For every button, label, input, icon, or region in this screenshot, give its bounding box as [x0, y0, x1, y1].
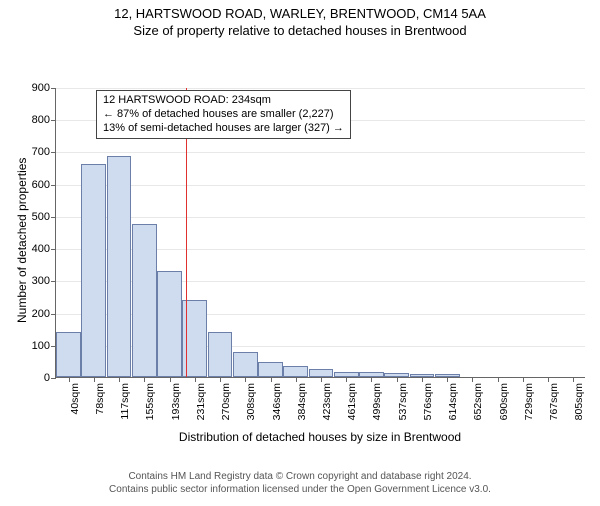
ytick-label: 100	[32, 340, 56, 352]
xtick-label: 117sqm	[119, 383, 131, 420]
xtick-mark	[422, 377, 423, 382]
xtick-label: 40sqm	[69, 383, 81, 415]
xtick-mark	[498, 377, 499, 382]
xtick-mark	[371, 377, 372, 382]
xtick-mark	[170, 377, 171, 382]
histogram-bar	[157, 271, 182, 377]
xtick-mark	[144, 377, 145, 382]
xtick-mark	[94, 377, 95, 382]
xtick-mark	[119, 377, 120, 382]
xtick-label: 270sqm	[220, 383, 232, 420]
histogram-bar	[309, 369, 334, 377]
ytick-label: 400	[32, 243, 56, 255]
xtick-mark	[296, 377, 297, 382]
histogram-bar	[132, 224, 157, 377]
plot-area: 010020030040050060070080090040sqm78sqm11…	[55, 88, 585, 378]
gridline	[56, 88, 585, 89]
xtick-mark	[271, 377, 272, 382]
page-title-line1: 12, HARTSWOOD ROAD, WARLEY, BRENTWOOD, C…	[0, 6, 600, 21]
xtick-mark	[69, 377, 70, 382]
xtick-mark	[573, 377, 574, 382]
histogram-bar	[56, 332, 81, 377]
xtick-mark	[472, 377, 473, 382]
gridline	[56, 185, 585, 186]
xtick-label: 499sqm	[371, 383, 383, 420]
xtick-label: 193sqm	[170, 383, 182, 420]
xtick-label: 652sqm	[472, 383, 484, 420]
xtick-mark	[447, 377, 448, 382]
footer-line1: Contains HM Land Registry data © Crown c…	[0, 471, 600, 484]
xtick-label: 423sqm	[321, 383, 333, 420]
xtick-mark	[220, 377, 221, 382]
annotation-line3: 13% of semi-detached houses are larger (…	[103, 122, 344, 136]
xtick-label: 155sqm	[144, 383, 156, 420]
xtick-label: 690sqm	[498, 383, 510, 420]
histogram-chart: 0 100 200 300 400 500 600 700 800 900 40sqm 78sqm 11…	[0, 38, 600, 448]
histogram-bar	[107, 156, 132, 377]
ytick-label: 800	[32, 114, 56, 126]
histogram-bar	[81, 164, 106, 377]
xtick-mark	[397, 377, 398, 382]
ytick-label: 500	[32, 211, 56, 223]
annotation-box: 12 HARTSWOOD ROAD: 234sqm← 87% of detach…	[96, 90, 351, 139]
xtick-mark	[321, 377, 322, 382]
xtick-label: 767sqm	[548, 383, 560, 420]
xtick-mark	[195, 377, 196, 382]
xtick-label: 308sqm	[245, 383, 257, 420]
histogram-bar	[208, 332, 233, 377]
x-axis-title: Distribution of detached houses by size …	[55, 430, 585, 444]
annotation-line2: ← 87% of detached houses are smaller (2,…	[103, 108, 344, 122]
page-title-line2: Size of property relative to detached ho…	[0, 23, 600, 38]
histogram-bar	[283, 366, 308, 377]
xtick-mark	[346, 377, 347, 382]
footer-line2: Contains public sector information licen…	[0, 484, 600, 497]
gridline	[56, 217, 585, 218]
xtick-label: 346sqm	[271, 383, 283, 420]
ytick-label: 0	[44, 372, 56, 384]
xtick-label: 729sqm	[523, 383, 535, 420]
footer-attribution: Contains HM Land Registry data © Crown c…	[0, 471, 600, 496]
ytick-label: 700	[32, 146, 56, 158]
xtick-label: 614sqm	[447, 383, 459, 420]
xtick-label: 576sqm	[422, 383, 434, 420]
xtick-label: 537sqm	[397, 383, 409, 420]
ytick-label: 600	[32, 179, 56, 191]
histogram-bar	[258, 362, 283, 377]
annotation-line1: 12 HARTSWOOD ROAD: 234sqm	[103, 94, 344, 108]
xtick-label: 78sqm	[94, 383, 106, 415]
histogram-bar	[233, 352, 258, 377]
ytick-label: 900	[32, 82, 56, 94]
xtick-label: 805sqm	[573, 383, 585, 420]
xtick-label: 461sqm	[346, 383, 358, 420]
ytick-label: 300	[32, 275, 56, 287]
y-axis-title: Number of detached properties	[15, 158, 29, 323]
xtick-mark	[548, 377, 549, 382]
xtick-label: 231sqm	[195, 383, 207, 420]
xtick-mark	[523, 377, 524, 382]
ytick-label: 200	[32, 308, 56, 320]
xtick-mark	[245, 377, 246, 382]
gridline	[56, 152, 585, 153]
xtick-label: 384sqm	[296, 383, 308, 420]
